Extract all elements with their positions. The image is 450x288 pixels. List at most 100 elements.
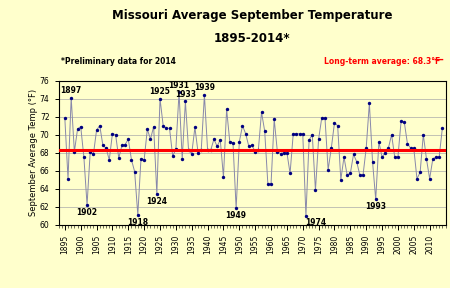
Point <box>179 157 186 161</box>
Point <box>363 146 370 150</box>
Point <box>103 146 110 150</box>
Point <box>106 158 113 162</box>
Point <box>166 126 173 131</box>
Text: 1974: 1974 <box>305 218 326 228</box>
Point <box>404 141 411 146</box>
Point <box>182 99 189 104</box>
Point <box>77 124 84 129</box>
Point <box>284 150 291 155</box>
Point <box>299 131 306 136</box>
Text: —: — <box>433 55 443 65</box>
Point <box>324 167 332 172</box>
Point <box>125 137 132 141</box>
Point <box>64 177 72 181</box>
Point <box>71 149 78 154</box>
Point <box>157 96 164 101</box>
Point <box>293 131 300 136</box>
Point <box>90 152 97 157</box>
Point <box>270 117 278 122</box>
Text: 1918: 1918 <box>127 217 148 227</box>
Point <box>375 139 382 144</box>
Point <box>353 159 360 164</box>
Point <box>210 137 217 141</box>
Point <box>331 121 338 125</box>
Point <box>315 137 322 141</box>
Point <box>337 177 344 182</box>
Point <box>188 151 195 156</box>
Point <box>83 202 90 207</box>
Point <box>369 159 376 164</box>
Point <box>258 110 265 114</box>
Point <box>296 131 303 136</box>
Point <box>217 138 224 142</box>
Point <box>191 125 198 130</box>
Point <box>61 116 68 121</box>
Point <box>194 150 202 155</box>
Point <box>280 150 287 155</box>
Point <box>277 151 284 156</box>
Y-axis label: September Average Temp (°F): September Average Temp (°F) <box>29 89 38 216</box>
Point <box>343 173 351 177</box>
Point <box>378 155 386 160</box>
Point <box>397 119 405 124</box>
Point <box>172 147 180 151</box>
Point <box>302 213 310 218</box>
Point <box>400 120 408 124</box>
Point <box>207 148 214 152</box>
Point <box>382 150 389 155</box>
Point <box>287 171 294 176</box>
Point <box>153 192 161 196</box>
Point <box>242 131 249 136</box>
Point <box>417 170 424 175</box>
Point <box>426 177 433 181</box>
Point <box>118 143 126 148</box>
Point <box>201 93 208 97</box>
Point <box>74 127 81 132</box>
Point <box>391 155 398 160</box>
Text: 1993: 1993 <box>365 202 386 211</box>
Point <box>252 149 259 154</box>
Point <box>150 124 157 129</box>
Point <box>239 123 246 128</box>
Text: 1931: 1931 <box>169 81 189 90</box>
Point <box>312 188 319 193</box>
Point <box>248 143 256 148</box>
Point <box>334 123 341 128</box>
Point <box>112 132 119 137</box>
Point <box>347 171 354 176</box>
Point <box>160 123 167 128</box>
Point <box>137 157 144 161</box>
Point <box>204 148 211 152</box>
Point <box>414 177 421 181</box>
Point <box>169 154 176 158</box>
Point <box>140 158 148 162</box>
Point <box>198 148 205 152</box>
Point <box>439 126 446 131</box>
Text: Missouri Average September Temperature: Missouri Average September Temperature <box>112 9 392 22</box>
Text: 1895-2014*: 1895-2014* <box>214 32 290 45</box>
Point <box>436 155 443 160</box>
Text: 1949: 1949 <box>225 211 247 220</box>
Point <box>185 148 192 152</box>
Text: 1925: 1925 <box>149 87 171 96</box>
Point <box>306 138 313 142</box>
Point <box>394 155 401 160</box>
Point <box>68 95 75 100</box>
Text: 1924: 1924 <box>146 197 167 206</box>
Text: 1902: 1902 <box>76 208 98 217</box>
Point <box>220 175 227 179</box>
Point <box>245 144 252 149</box>
Point <box>340 155 347 160</box>
Point <box>356 173 364 177</box>
Point <box>385 146 392 150</box>
Point <box>420 132 427 137</box>
Point <box>122 142 129 147</box>
Point <box>309 132 316 137</box>
Point <box>226 139 234 144</box>
Point <box>176 90 183 95</box>
Point <box>264 182 271 186</box>
Text: 1933: 1933 <box>175 90 196 98</box>
Point <box>360 173 367 177</box>
Point <box>109 131 116 136</box>
Point <box>423 157 430 161</box>
